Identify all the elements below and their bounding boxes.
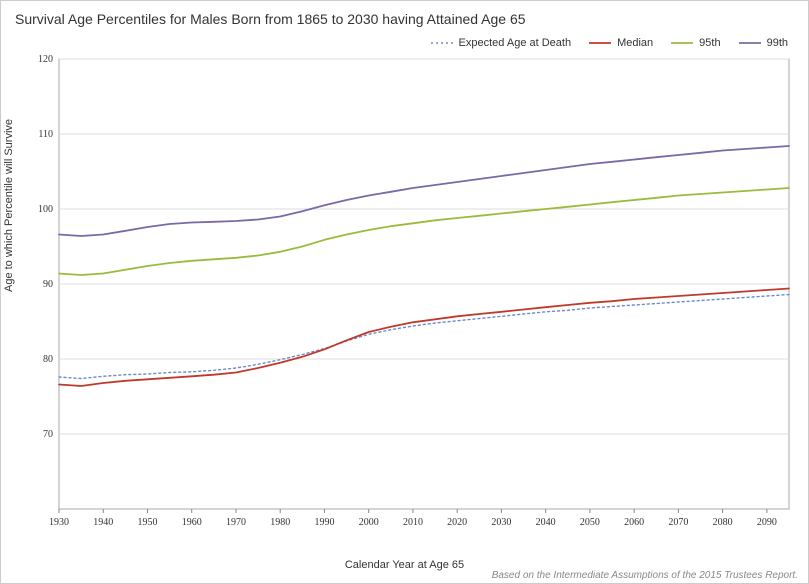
svg-text:100: 100 — [38, 204, 53, 215]
svg-text:1960: 1960 — [182, 517, 202, 528]
legend-item-expected: Expected Age at Death — [431, 37, 572, 49]
plot-area: 7080901001101201930194019501960197019801… — [59, 59, 789, 539]
svg-text:70: 70 — [43, 429, 53, 440]
svg-text:2020: 2020 — [447, 517, 467, 528]
svg-text:120: 120 — [38, 54, 53, 65]
svg-text:2060: 2060 — [624, 517, 644, 528]
y-axis-label: Age to which Percentile will Survive — [3, 119, 15, 292]
svg-text:2030: 2030 — [491, 517, 511, 528]
svg-text:2070: 2070 — [668, 517, 688, 528]
svg-text:2080: 2080 — [713, 517, 733, 528]
chart-footnote: Based on the Intermediate Assumptions of… — [492, 570, 798, 581]
svg-text:2000: 2000 — [359, 517, 379, 528]
svg-text:1970: 1970 — [226, 517, 246, 528]
svg-text:2040: 2040 — [536, 517, 556, 528]
legend-item-99th: 99th — [739, 37, 788, 49]
legend: Expected Age at Death Median 95th 99th — [431, 37, 788, 49]
legend-label: Expected Age at Death — [459, 37, 572, 49]
svg-text:80: 80 — [43, 354, 53, 365]
legend-label: 95th — [699, 37, 720, 49]
legend-item-median: Median — [589, 37, 653, 49]
legend-swatch-expected — [431, 39, 453, 47]
svg-text:90: 90 — [43, 279, 53, 290]
chart-title: Survival Age Percentiles for Males Born … — [15, 11, 526, 27]
svg-text:1950: 1950 — [137, 517, 157, 528]
legend-label: Median — [617, 37, 653, 49]
svg-text:2050: 2050 — [580, 517, 600, 528]
legend-label: 99th — [767, 37, 788, 49]
svg-text:1990: 1990 — [314, 517, 334, 528]
svg-text:2090: 2090 — [757, 517, 777, 528]
svg-text:1980: 1980 — [270, 517, 290, 528]
svg-text:2010: 2010 — [403, 517, 423, 528]
svg-text:1930: 1930 — [49, 517, 69, 528]
chart-container: Survival Age Percentiles for Males Born … — [0, 0, 809, 584]
legend-swatch-95th — [671, 39, 693, 47]
legend-swatch-median — [589, 39, 611, 47]
svg-text:110: 110 — [38, 129, 53, 140]
svg-text:1940: 1940 — [93, 517, 113, 528]
legend-item-95th: 95th — [671, 37, 720, 49]
plot-svg: 7080901001101201930194019501960197019801… — [59, 59, 789, 539]
legend-swatch-99th — [739, 39, 761, 47]
